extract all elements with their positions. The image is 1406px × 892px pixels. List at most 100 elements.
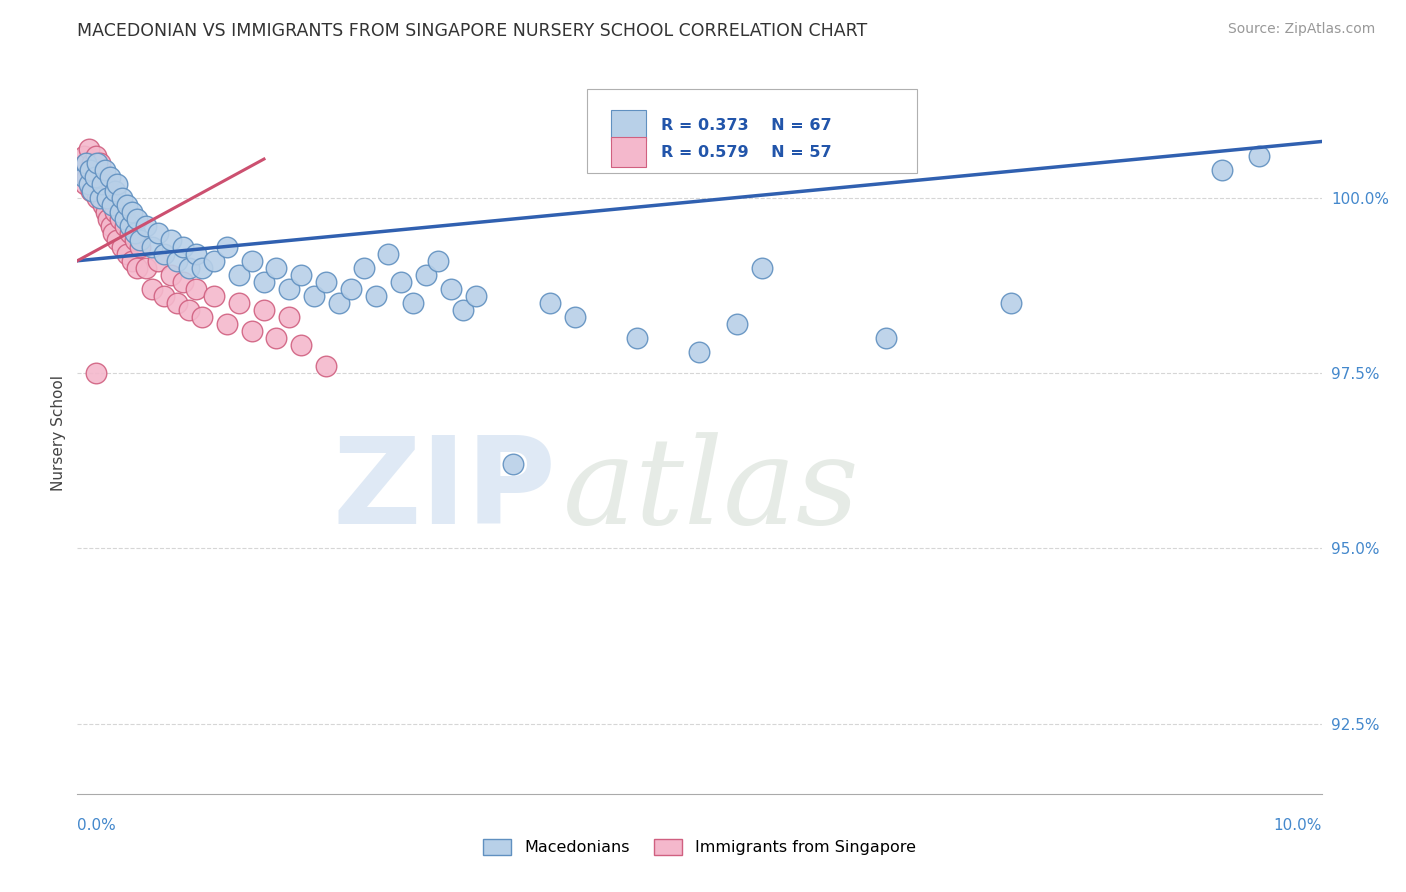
Point bbox=[84, 366, 107, 380]
FancyBboxPatch shape bbox=[588, 89, 917, 172]
Point bbox=[115, 197, 138, 211]
Point bbox=[76, 169, 98, 184]
Text: ZIP: ZIP bbox=[333, 432, 557, 549]
Point bbox=[114, 219, 136, 233]
Point bbox=[121, 253, 143, 268]
Point bbox=[179, 302, 201, 317]
Point bbox=[875, 331, 897, 345]
Point bbox=[84, 148, 107, 162]
Point bbox=[93, 177, 115, 191]
Point bbox=[118, 226, 141, 240]
Point bbox=[402, 296, 425, 310]
Point bbox=[82, 155, 104, 169]
Point bbox=[172, 240, 194, 254]
FancyBboxPatch shape bbox=[612, 137, 645, 168]
Point bbox=[111, 240, 134, 254]
Point bbox=[115, 246, 138, 260]
Point bbox=[266, 331, 288, 345]
Point bbox=[340, 282, 363, 296]
Point bbox=[75, 155, 97, 169]
Point bbox=[228, 296, 250, 310]
Point bbox=[389, 275, 412, 289]
Point bbox=[100, 219, 122, 233]
Point bbox=[104, 184, 127, 198]
Point bbox=[101, 197, 124, 211]
Text: MACEDONIAN VS IMMIGRANTS FROM SINGAPORE NURSERY SCHOOL CORRELATION CHART: MACEDONIAN VS IMMIGRANTS FROM SINGAPORE … bbox=[77, 22, 868, 40]
Point bbox=[141, 282, 163, 296]
Point bbox=[98, 191, 121, 205]
Point bbox=[93, 162, 115, 177]
Point bbox=[415, 268, 437, 282]
Point bbox=[89, 191, 111, 205]
Point bbox=[240, 324, 263, 338]
Point bbox=[148, 253, 170, 268]
Text: atlas: atlas bbox=[562, 432, 859, 549]
Point bbox=[114, 211, 136, 226]
Point bbox=[128, 233, 150, 247]
Point bbox=[77, 177, 100, 191]
Point bbox=[141, 240, 163, 254]
Point bbox=[98, 169, 121, 184]
Point bbox=[83, 162, 105, 177]
Point bbox=[125, 260, 148, 275]
Point bbox=[315, 359, 337, 373]
Point bbox=[89, 155, 111, 169]
Point bbox=[128, 240, 150, 254]
Point bbox=[70, 162, 93, 177]
Legend: Macedonians, Immigrants from Singapore: Macedonians, Immigrants from Singapore bbox=[477, 833, 922, 862]
Point bbox=[464, 289, 486, 303]
Point bbox=[1000, 296, 1022, 310]
Point bbox=[118, 219, 141, 233]
Point bbox=[77, 142, 100, 156]
Point bbox=[253, 302, 276, 317]
Point bbox=[96, 184, 118, 198]
Point bbox=[1249, 148, 1271, 162]
Point bbox=[86, 191, 108, 205]
Point bbox=[228, 268, 250, 282]
Point bbox=[79, 162, 101, 177]
Point bbox=[153, 289, 176, 303]
Point bbox=[184, 246, 207, 260]
Point bbox=[502, 457, 524, 471]
Point bbox=[172, 275, 194, 289]
Text: 10.0%: 10.0% bbox=[1274, 818, 1322, 832]
Point bbox=[240, 253, 263, 268]
Point bbox=[364, 289, 387, 303]
Point bbox=[103, 226, 125, 240]
Point bbox=[215, 317, 238, 331]
Point bbox=[166, 253, 188, 268]
Point bbox=[377, 246, 399, 260]
Point bbox=[202, 253, 225, 268]
Point bbox=[83, 169, 105, 184]
Point bbox=[73, 177, 96, 191]
Point bbox=[124, 226, 146, 240]
Y-axis label: Nursery School: Nursery School bbox=[51, 375, 66, 491]
Point bbox=[93, 197, 115, 211]
Point bbox=[315, 275, 337, 289]
Text: R = 0.373    N = 67: R = 0.373 N = 67 bbox=[661, 118, 831, 133]
Point bbox=[91, 177, 114, 191]
Point bbox=[538, 296, 561, 310]
Point bbox=[440, 282, 463, 296]
Point bbox=[135, 260, 157, 275]
Point bbox=[266, 260, 288, 275]
Point bbox=[94, 204, 117, 219]
Point bbox=[290, 338, 312, 352]
Text: 0.0%: 0.0% bbox=[77, 818, 117, 832]
Point bbox=[179, 260, 201, 275]
Point bbox=[72, 148, 94, 162]
Point bbox=[202, 289, 225, 303]
Text: R = 0.579    N = 57: R = 0.579 N = 57 bbox=[661, 145, 831, 160]
FancyBboxPatch shape bbox=[612, 111, 645, 141]
Point bbox=[80, 184, 103, 198]
Point bbox=[451, 302, 474, 317]
Point bbox=[1211, 162, 1233, 177]
Point bbox=[328, 296, 350, 310]
Point bbox=[124, 233, 146, 247]
Point bbox=[191, 310, 214, 324]
Point bbox=[353, 260, 375, 275]
Point bbox=[91, 169, 114, 184]
Point bbox=[121, 204, 143, 219]
Point bbox=[153, 246, 176, 260]
Point bbox=[277, 310, 299, 324]
